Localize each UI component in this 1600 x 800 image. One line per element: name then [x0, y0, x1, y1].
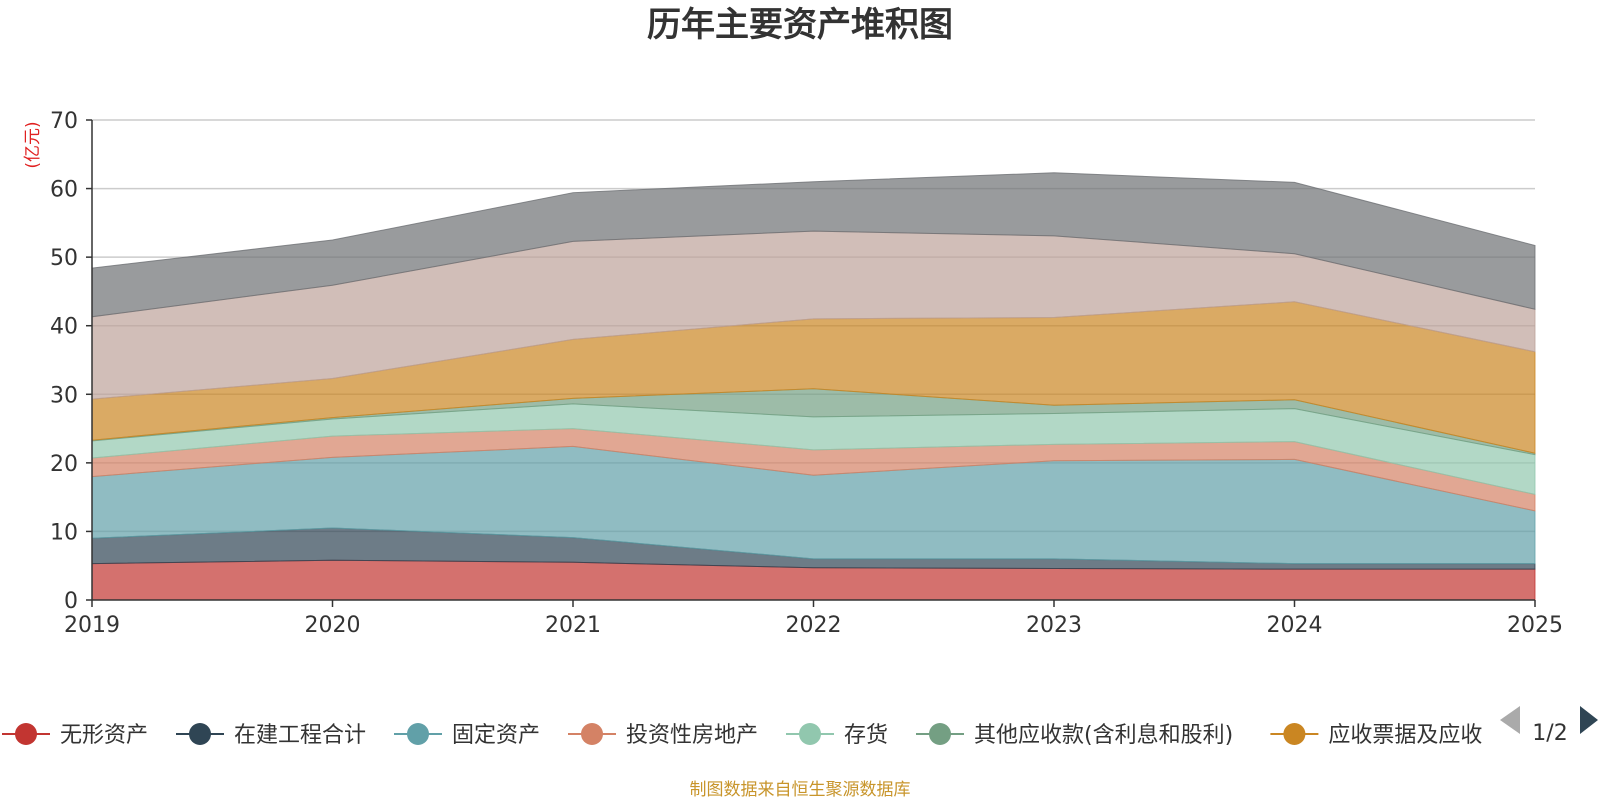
legend-label: 在建工程合计	[234, 723, 366, 748]
x-tick-label: 2025	[1507, 613, 1563, 638]
legend-label: 其他应收款(含利息和股利)	[974, 723, 1233, 748]
legend-label: 存货	[844, 723, 888, 748]
area-其他资产	[91, 172, 1536, 318]
legend-marker-icon	[799, 723, 821, 745]
legend-label: 应收票据及应收账款	[1328, 723, 1526, 748]
legend-marker-icon	[15, 723, 37, 745]
legend-marker-icon	[1283, 723, 1306, 745]
legend-item[interactable]: 存货	[786, 723, 888, 748]
legend-label: 固定资产	[452, 723, 540, 748]
legend-item[interactable]: 在建工程合计	[176, 723, 366, 748]
y-tick-label: 0	[64, 589, 78, 614]
area-series	[91, 172, 1536, 601]
legend-item[interactable]: 无形资产	[2, 723, 148, 748]
y-tick-label: 40	[50, 315, 78, 340]
y-tick-label: 60	[50, 178, 78, 203]
legend-page-indicator: 1/2	[1532, 721, 1567, 746]
y-axis-unit: (亿元)	[23, 121, 43, 168]
legend-item[interactable]: 应收票据及应收账款	[1270, 723, 1526, 748]
x-tick-label: 2021	[545, 613, 601, 638]
legend-marker-icon	[189, 723, 211, 745]
x-tick-label: 2023	[1026, 613, 1082, 638]
x-tick-label: 2020	[305, 613, 361, 638]
y-tick-label: 50	[50, 246, 78, 271]
y-tick-label: 70	[50, 109, 78, 134]
chart-title: 历年主要资产堆积图	[647, 5, 953, 45]
legend-next-icon[interactable]	[1580, 706, 1598, 734]
legend-item[interactable]: 投资性房地产	[568, 723, 758, 748]
legend-marker-icon	[407, 723, 429, 745]
x-tick-label: 2024	[1267, 613, 1323, 638]
legend[interactable]: 无形资产 在建工程合计 固定资产 投资性房地产 存货 其他应收款(含利息和股利) 应收票据及…	[2, 723, 1526, 748]
legend-item[interactable]: 其他应收款(含利息和股利)	[916, 723, 1233, 748]
y-tick-label: 30	[50, 383, 78, 408]
legend-label: 投资性房地产	[626, 723, 758, 748]
data-source-note: 制图数据来自恒生聚源数据库	[690, 780, 911, 800]
y-tick-label: 20	[50, 452, 78, 477]
legend-pager[interactable]: 1/2	[1500, 706, 1598, 746]
y-tick-label: 10	[50, 520, 78, 545]
legend-item[interactable]: 固定资产	[394, 723, 540, 748]
legend-prev-icon[interactable]	[1500, 706, 1520, 734]
legend-marker-icon	[581, 723, 603, 745]
x-tick-label: 2022	[786, 613, 842, 638]
legend-marker-icon	[929, 723, 951, 745]
x-tick-label: 2019	[64, 613, 120, 638]
legend-label: 无形资产	[60, 723, 148, 748]
axes: 0 10 20 30 40 50 60 70 2019 2020 2021 2022 2023 2024 2…	[50, 109, 1563, 638]
